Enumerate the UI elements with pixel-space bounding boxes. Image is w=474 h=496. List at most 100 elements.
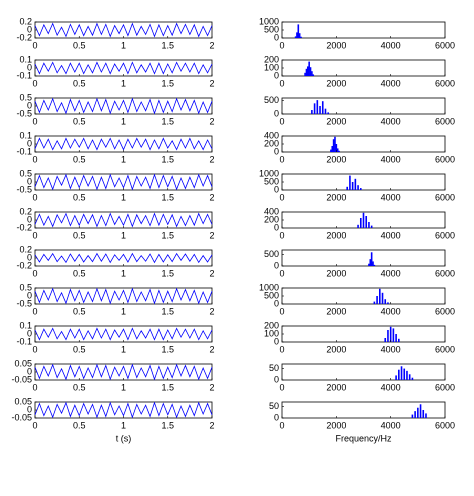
- x-tick-label: 0: [279, 230, 284, 240]
- y-tick-label: 0: [274, 32, 279, 42]
- axes-frame: [281, 249, 446, 267]
- x-tick-label: 0: [279, 344, 284, 354]
- y-tick-label: 0: [27, 290, 32, 300]
- axes-frame: [281, 97, 446, 115]
- x-tick-label: 0: [279, 382, 284, 392]
- x-tick-label: 0.5: [73, 116, 86, 126]
- x-tick-label: 0.5: [73, 306, 86, 316]
- signal-line: [34, 327, 213, 341]
- x-tick-label: 4000: [381, 154, 401, 164]
- axes-frame: [281, 401, 446, 419]
- x-tick-label: 6000: [435, 268, 455, 278]
- y-tick-label: 0.1: [19, 54, 32, 64]
- x-tick-label: 0: [32, 78, 37, 88]
- y-tick-label: -0.1: [16, 336, 32, 346]
- x-tick-label: 1: [121, 78, 126, 88]
- x-tick-label: 0.5: [73, 230, 86, 240]
- y-tick-label: 0: [27, 138, 32, 148]
- y-tick-label: 0: [27, 176, 32, 186]
- x-axis-label: Frequency/Hz: [335, 433, 392, 443]
- x-tick-label: 4000: [381, 382, 401, 392]
- x-tick-label: 6000: [435, 306, 455, 316]
- x-tick-label: 1.5: [161, 420, 174, 430]
- y-tick-label: 0: [274, 146, 279, 156]
- y-tick-label: 0.5: [19, 92, 32, 102]
- x-tick-label: 0.5: [73, 344, 86, 354]
- y-tick-label: 0: [27, 404, 32, 414]
- x-tick-label: 0.5: [73, 78, 86, 88]
- x-tick-label: 2: [209, 154, 214, 164]
- y-tick-label: 0: [27, 214, 32, 224]
- y-tick-label: -0.05: [11, 412, 32, 422]
- y-tick-label: 0.05: [14, 358, 32, 368]
- y-tick-label: 200: [264, 138, 279, 148]
- axes-frame: [281, 325, 446, 343]
- y-tick-label: -0.2: [16, 260, 32, 270]
- x-tick-label: 2: [209, 192, 214, 202]
- x-tick-label: 2000: [326, 382, 346, 392]
- y-tick-label: 50: [269, 363, 279, 373]
- x-tick-label: 4000: [381, 268, 401, 278]
- x-tick-label: 0: [279, 40, 284, 50]
- x-tick-label: 1: [121, 154, 126, 164]
- y-tick-label: -0.2: [16, 32, 32, 42]
- y-tick-label: -0.5: [16, 108, 32, 118]
- y-tick-label: -0.5: [16, 184, 32, 194]
- y-tick-label: 0.2: [19, 244, 32, 254]
- signal-line: [34, 212, 213, 228]
- y-tick-label: 500: [264, 290, 279, 300]
- x-tick-label: 0: [279, 268, 284, 278]
- x-tick-label: 4000: [381, 344, 401, 354]
- x-tick-label: 0.5: [73, 382, 86, 392]
- y-tick-label: -0.1: [16, 146, 32, 156]
- y-tick-label: 0.5: [19, 168, 32, 178]
- x-tick-label: 6000: [435, 116, 455, 126]
- x-tick-label: 2000: [326, 154, 346, 164]
- x-tick-label: 0: [32, 154, 37, 164]
- x-tick-label: 4000: [381, 116, 401, 126]
- y-tick-label: 500: [264, 176, 279, 186]
- x-tick-label: 2: [209, 344, 214, 354]
- x-tick-label: 0: [32, 420, 37, 430]
- x-tick-label: 2: [209, 230, 214, 240]
- x-tick-label: 0: [32, 40, 37, 50]
- axes-frame: [34, 249, 213, 267]
- x-tick-label: 0: [32, 344, 37, 354]
- y-tick-label: 500: [264, 24, 279, 34]
- y-tick-label: 500: [264, 249, 279, 259]
- x-tick-label: 0: [32, 116, 37, 126]
- x-tick-label: 2000: [326, 116, 346, 126]
- x-tick-label: 1.5: [161, 268, 174, 278]
- y-tick-label: 400: [264, 130, 279, 140]
- x-tick-label: 1: [121, 382, 126, 392]
- x-tick-label: 1: [121, 268, 126, 278]
- x-tick-label: 0.5: [73, 192, 86, 202]
- x-tick-label: 2: [209, 40, 214, 50]
- x-tick-label: 1.5: [161, 382, 174, 392]
- y-tick-label: 0.05: [14, 396, 32, 406]
- axes-frame: [281, 135, 446, 153]
- x-tick-label: 0.5: [73, 420, 86, 430]
- y-tick-label: 0: [274, 222, 279, 232]
- y-tick-label: -0.2: [16, 222, 32, 232]
- x-tick-label: 2000: [326, 268, 346, 278]
- x-tick-label: 0: [32, 382, 37, 392]
- x-tick-label: 6000: [435, 154, 455, 164]
- x-tick-label: 0: [279, 420, 284, 430]
- x-tick-label: 1.5: [161, 230, 174, 240]
- x-tick-label: 0: [279, 78, 284, 88]
- x-tick-label: 1: [121, 116, 126, 126]
- x-tick-label: 2000: [326, 78, 346, 88]
- x-axis-label: t (s): [116, 433, 132, 443]
- axes-frame: [281, 363, 446, 381]
- y-tick-label: 500: [264, 95, 279, 105]
- y-tick-label: -0.5: [16, 298, 32, 308]
- y-tick-label: 1000: [259, 282, 279, 292]
- x-tick-label: 6000: [435, 192, 455, 202]
- y-tick-label: 50: [269, 401, 279, 411]
- x-tick-label: 6000: [435, 230, 455, 240]
- x-tick-label: 6000: [435, 40, 455, 50]
- x-tick-label: 1: [121, 192, 126, 202]
- y-tick-label: 0.1: [19, 130, 32, 140]
- x-tick-label: 0: [32, 268, 37, 278]
